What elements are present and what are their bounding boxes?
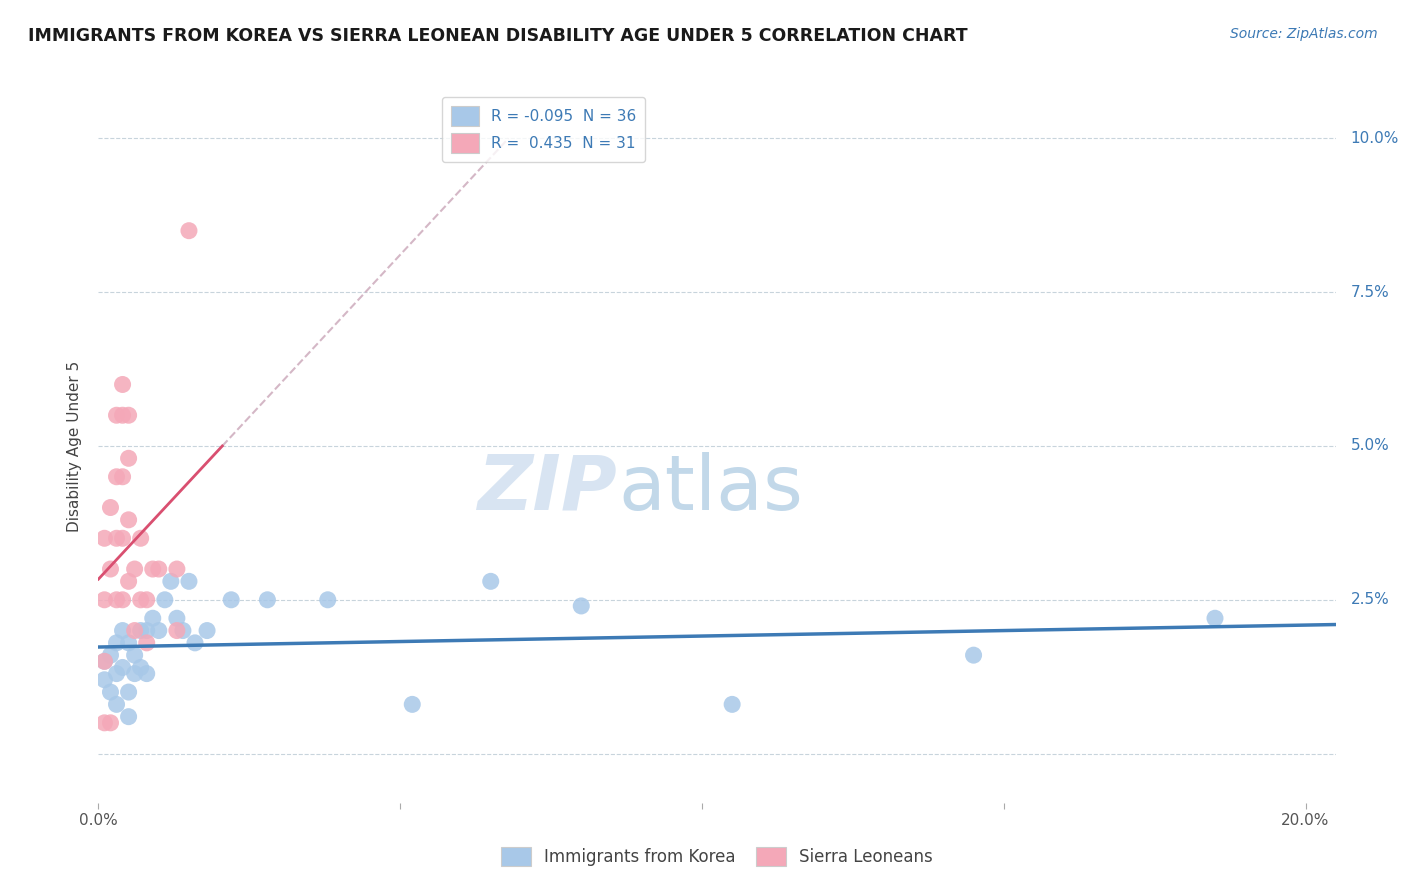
- Point: [124, 648, 146, 662]
- Point: [148, 562, 170, 576]
- Point: [117, 409, 139, 423]
- Point: [124, 562, 146, 576]
- Point: [219, 592, 242, 607]
- Point: [184, 636, 207, 650]
- Point: [148, 624, 170, 638]
- Point: [93, 715, 115, 730]
- Point: [111, 469, 134, 483]
- Point: [195, 624, 218, 638]
- Point: [124, 666, 146, 681]
- Point: [105, 666, 128, 681]
- Point: [142, 611, 165, 625]
- Point: [129, 531, 152, 545]
- Text: 2.5%: 2.5%: [1351, 592, 1389, 607]
- Point: [166, 611, 188, 625]
- Point: [129, 660, 152, 674]
- Point: [401, 698, 423, 712]
- Legend: Immigrants from Korea, Sierra Leoneans: Immigrants from Korea, Sierra Leoneans: [495, 840, 939, 873]
- Point: [316, 592, 339, 607]
- Point: [117, 513, 139, 527]
- Point: [142, 562, 165, 576]
- Point: [100, 715, 122, 730]
- Point: [93, 654, 115, 668]
- Point: [100, 685, 122, 699]
- Point: [177, 574, 200, 589]
- Text: 5.0%: 5.0%: [1351, 439, 1389, 453]
- Point: [111, 377, 134, 392]
- Point: [256, 592, 278, 607]
- Point: [117, 451, 139, 466]
- Point: [117, 574, 139, 589]
- Point: [111, 531, 134, 545]
- Point: [100, 500, 122, 515]
- Point: [100, 648, 122, 662]
- Point: [105, 592, 128, 607]
- Y-axis label: Disability Age Under 5: Disability Age Under 5: [67, 360, 83, 532]
- Point: [117, 636, 139, 650]
- Point: [117, 685, 139, 699]
- Point: [105, 636, 128, 650]
- Point: [135, 636, 157, 650]
- Point: [105, 469, 128, 483]
- Text: ZIP: ZIP: [478, 452, 619, 525]
- Point: [93, 654, 115, 668]
- Point: [93, 592, 115, 607]
- Point: [111, 624, 134, 638]
- Point: [135, 624, 157, 638]
- Point: [111, 660, 134, 674]
- Point: [166, 562, 188, 576]
- Point: [166, 624, 188, 638]
- Text: atlas: atlas: [619, 452, 803, 525]
- Point: [1204, 611, 1226, 625]
- Point: [721, 698, 744, 712]
- Point: [153, 592, 176, 607]
- Point: [111, 409, 134, 423]
- Point: [129, 624, 152, 638]
- Point: [962, 648, 984, 662]
- Point: [105, 531, 128, 545]
- Text: IMMIGRANTS FROM KOREA VS SIERRA LEONEAN DISABILITY AGE UNDER 5 CORRELATION CHART: IMMIGRANTS FROM KOREA VS SIERRA LEONEAN …: [28, 27, 967, 45]
- Point: [100, 562, 122, 576]
- Text: 7.5%: 7.5%: [1351, 285, 1389, 300]
- Point: [479, 574, 502, 589]
- Point: [111, 592, 134, 607]
- Point: [177, 224, 200, 238]
- Point: [135, 666, 157, 681]
- Point: [105, 698, 128, 712]
- Point: [93, 531, 115, 545]
- Point: [160, 574, 183, 589]
- Point: [117, 709, 139, 723]
- Point: [135, 592, 157, 607]
- Point: [172, 624, 194, 638]
- Point: [129, 592, 152, 607]
- Text: Source: ZipAtlas.com: Source: ZipAtlas.com: [1230, 27, 1378, 41]
- Text: 10.0%: 10.0%: [1351, 131, 1399, 146]
- Point: [93, 673, 115, 687]
- Point: [105, 409, 128, 423]
- Point: [569, 599, 592, 613]
- Point: [124, 624, 146, 638]
